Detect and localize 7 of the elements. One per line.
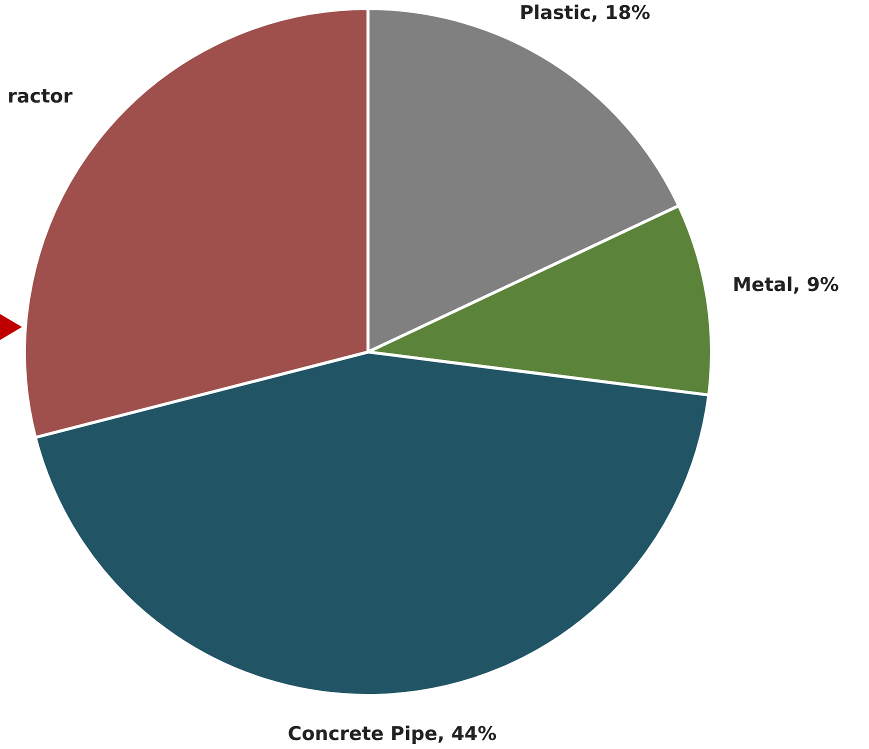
- slice-label: Plastic: [520, 2, 592, 24]
- data-label: , 9%: [792, 274, 839, 296]
- data-label: , 18%: [591, 2, 650, 24]
- slice-label: ractor: [8, 86, 74, 108]
- data-label: , 44%: [437, 722, 497, 745]
- slice-label: Concrete Pipe: [288, 722, 438, 745]
- slice-label: Metal: [732, 274, 793, 296]
